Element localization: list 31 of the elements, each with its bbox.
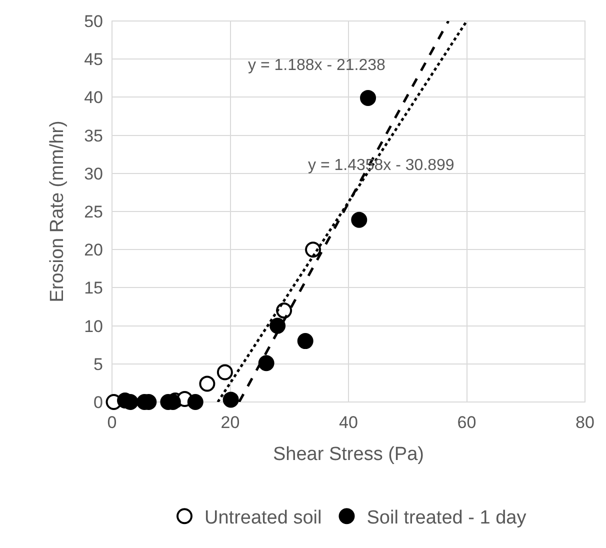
point	[297, 333, 314, 350]
legend-label: Soil treated - 1 day	[366, 508, 527, 529]
x-tick-label: 0	[107, 413, 117, 432]
point	[216, 364, 233, 380]
y-tick-label: 10	[84, 316, 103, 336]
y-tick-label: 20	[84, 240, 103, 260]
x-tick-label: 80	[576, 413, 594, 432]
x-tick-label: 20	[220, 413, 240, 432]
point	[258, 355, 274, 372]
point	[270, 318, 286, 334]
point	[187, 394, 204, 410]
annotation: y = 1.4358x - 30.899	[308, 157, 454, 174]
y-tick-label: 50	[84, 12, 103, 31]
point	[199, 376, 216, 392]
y-tick-label: 30	[84, 164, 103, 184]
legend-label: Untreated soil	[204, 508, 322, 529]
y-tick-label: 25	[84, 202, 103, 222]
x-tick-label: 60	[457, 413, 476, 432]
annotation: y = 1.188x - 21.238	[248, 57, 386, 74]
point	[360, 90, 376, 106]
y-tick-label: 35	[84, 126, 103, 146]
y-tick-label: 0	[94, 392, 103, 412]
y-tick-label: 5	[94, 354, 103, 374]
y-tick-label: 40	[84, 88, 103, 108]
x-tick-label: 40	[339, 413, 358, 432]
x-axis-title: Shear Stress (Pa)	[273, 444, 424, 465]
y-tick-label: 15	[84, 278, 103, 298]
point	[222, 392, 239, 408]
point	[351, 212, 368, 228]
y-tick-label: 45	[84, 50, 103, 70]
y-axis-title: Erosion Rate (mm/hr)	[46, 120, 68, 302]
